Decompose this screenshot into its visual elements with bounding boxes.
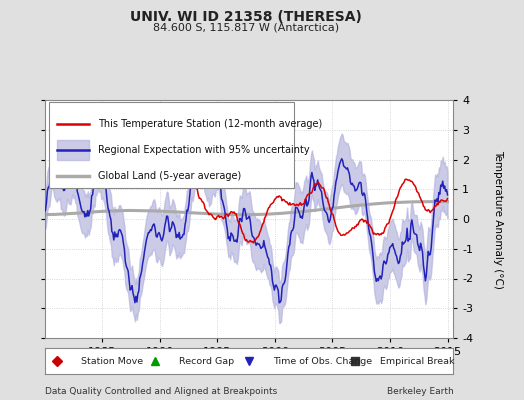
Text: This Temperature Station (12-month average): This Temperature Station (12-month avera… <box>97 119 322 129</box>
FancyBboxPatch shape <box>49 102 294 188</box>
Text: Empirical Break: Empirical Break <box>380 356 454 366</box>
Text: Station Move: Station Move <box>81 356 144 366</box>
Text: Data Quality Controlled and Aligned at Breakpoints: Data Quality Controlled and Aligned at B… <box>45 387 277 396</box>
Text: Record Gap: Record Gap <box>179 356 235 366</box>
Text: Global Land (5-year average): Global Land (5-year average) <box>97 171 241 181</box>
Text: 84.600 S, 115.817 W (Antarctica): 84.600 S, 115.817 W (Antarctica) <box>153 22 340 32</box>
Text: Regional Expectation with 95% uncertainty: Regional Expectation with 95% uncertaint… <box>97 145 309 155</box>
Text: Time of Obs. Change: Time of Obs. Change <box>274 356 373 366</box>
Text: UNIV. WI ID 21358 (THERESA): UNIV. WI ID 21358 (THERESA) <box>130 10 362 24</box>
Text: Berkeley Earth: Berkeley Earth <box>387 387 453 396</box>
Y-axis label: Temperature Anomaly (°C): Temperature Anomaly (°C) <box>493 150 503 288</box>
